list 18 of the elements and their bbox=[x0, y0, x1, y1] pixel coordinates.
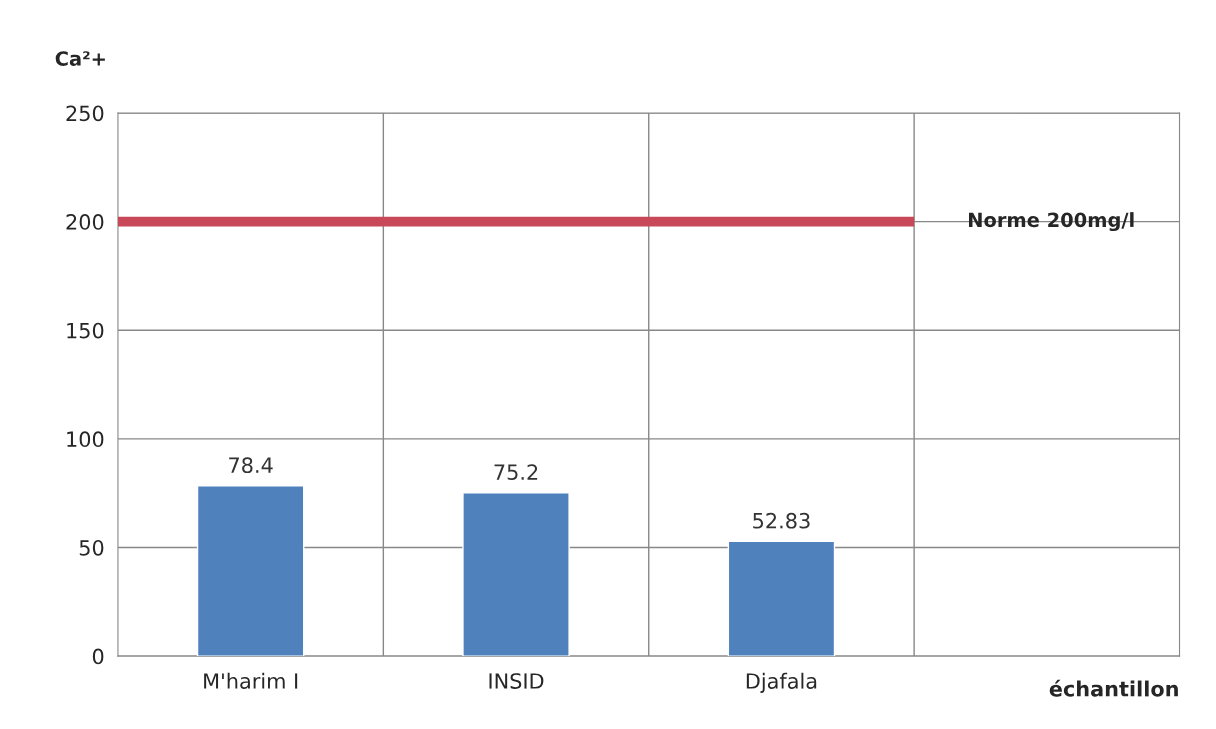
y-tick-label: 150 bbox=[67, 322, 104, 339]
data-label: 52.83 bbox=[753, 512, 810, 529]
ref-line-label: Norme 200mg/l bbox=[968, 212, 1134, 232]
x-axis-title: échantillon bbox=[1049, 679, 1178, 697]
y-tick-label: 100 bbox=[67, 431, 104, 448]
y-tick-label: 200 bbox=[66, 214, 104, 230]
y-tick-label: 50 bbox=[79, 539, 104, 556]
x-tick-label: INSID bbox=[489, 673, 544, 689]
x-tick-label: Djafala bbox=[746, 672, 817, 693]
bar bbox=[727, 540, 836, 657]
x-tick-label: M'harim I bbox=[204, 672, 298, 689]
y-axis-title: Ca²+ bbox=[55, 51, 105, 66]
y-tick-label: 0 bbox=[92, 648, 104, 665]
data-label: 75.2 bbox=[494, 464, 538, 481]
y-tick-label: 250 bbox=[66, 105, 104, 122]
bar bbox=[462, 492, 570, 657]
data-label: 78.4 bbox=[229, 457, 273, 474]
bar bbox=[196, 485, 305, 657]
